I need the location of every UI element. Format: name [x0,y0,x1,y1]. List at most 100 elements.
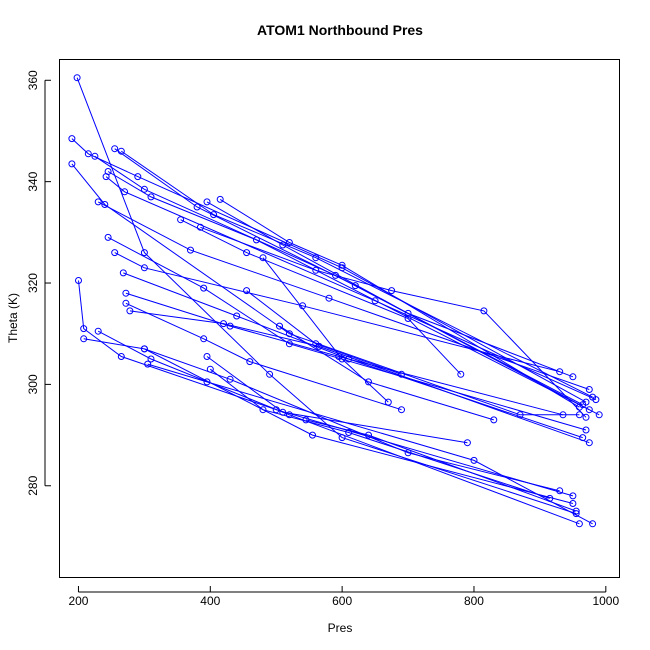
data-point [102,173,110,181]
data-point [101,201,109,208]
x-tick-label: 200 [68,594,88,608]
data-series [216,195,583,411]
data-point [388,287,396,295]
series-line [279,325,494,421]
data-point [338,261,346,269]
data-point [345,429,353,436]
data-point [285,239,293,246]
series-line [200,226,587,418]
data-series [75,277,577,500]
data-point [371,297,379,305]
series-line [97,201,590,390]
data-series [94,198,593,393]
data-point [121,188,129,196]
data-point [233,312,241,320]
data-point [177,216,185,224]
data-series [144,360,597,528]
series-line [144,348,560,492]
series-line [262,257,389,403]
data-point [104,233,112,241]
data-point [365,378,372,386]
data-point [68,160,76,168]
series-line [105,176,597,401]
data-point [556,487,564,495]
series-line [125,302,402,411]
data-series [203,198,577,381]
data-point [80,335,88,343]
data-point [200,335,208,343]
data-point [73,74,81,82]
data-point [572,507,580,515]
series-line [219,198,580,408]
data-point [325,294,333,302]
y-tick-label: 360 [26,70,40,90]
data-point [144,360,152,368]
data-point [490,416,498,424]
series-line [71,138,587,403]
data-point [94,198,102,206]
data-point [338,355,346,363]
data-point [203,198,211,206]
data-point [122,289,130,297]
x-axis-label: Pres [328,621,353,635]
data-point [276,322,283,330]
data-point [252,236,260,244]
data-point [68,135,76,143]
data-point [582,426,590,434]
data-point [559,411,567,419]
data-point [404,315,412,322]
data-point [398,406,405,414]
series-line [83,338,574,504]
series-line [71,163,580,416]
data-series [104,168,603,419]
series-line [209,368,550,499]
data-point [226,375,234,383]
data-point [122,299,130,307]
x-tick-label: 600 [332,594,352,608]
y-tick-label: 280 [26,475,40,495]
data-point [585,386,593,393]
data-point [206,365,214,373]
data-series [203,353,471,447]
y-tick-label: 340 [26,171,40,191]
x-tick-label: 800 [464,594,484,608]
data-point [569,373,577,381]
data-point [94,327,102,335]
data-point [91,152,99,160]
data-point [384,398,392,406]
data-series [122,299,405,414]
data-point [279,408,287,416]
data-point [187,246,194,254]
data-point [351,282,359,290]
data-point [243,287,251,295]
data-point [134,173,142,181]
data-point [196,223,204,231]
series-line [246,290,402,375]
data-series [196,223,590,421]
data-point [193,203,201,211]
data-series [80,335,577,507]
data-point [463,439,471,447]
data-point [126,307,134,315]
data-point [203,353,211,360]
series-line [206,201,574,378]
data-point [556,368,564,376]
data-point [111,249,119,257]
data-point [575,411,583,419]
data-point [111,145,119,153]
data-point [585,406,593,414]
data-series [206,365,554,502]
series-line [107,171,600,416]
data-point [259,406,267,414]
data-point [595,411,603,419]
data-point [312,340,320,348]
data-point [569,500,577,507]
data-point [480,307,488,315]
data-point [266,370,274,378]
data-point [312,254,320,262]
data-point [589,520,597,528]
data-series [104,233,590,434]
data-point [117,353,125,360]
series-line [147,363,593,525]
